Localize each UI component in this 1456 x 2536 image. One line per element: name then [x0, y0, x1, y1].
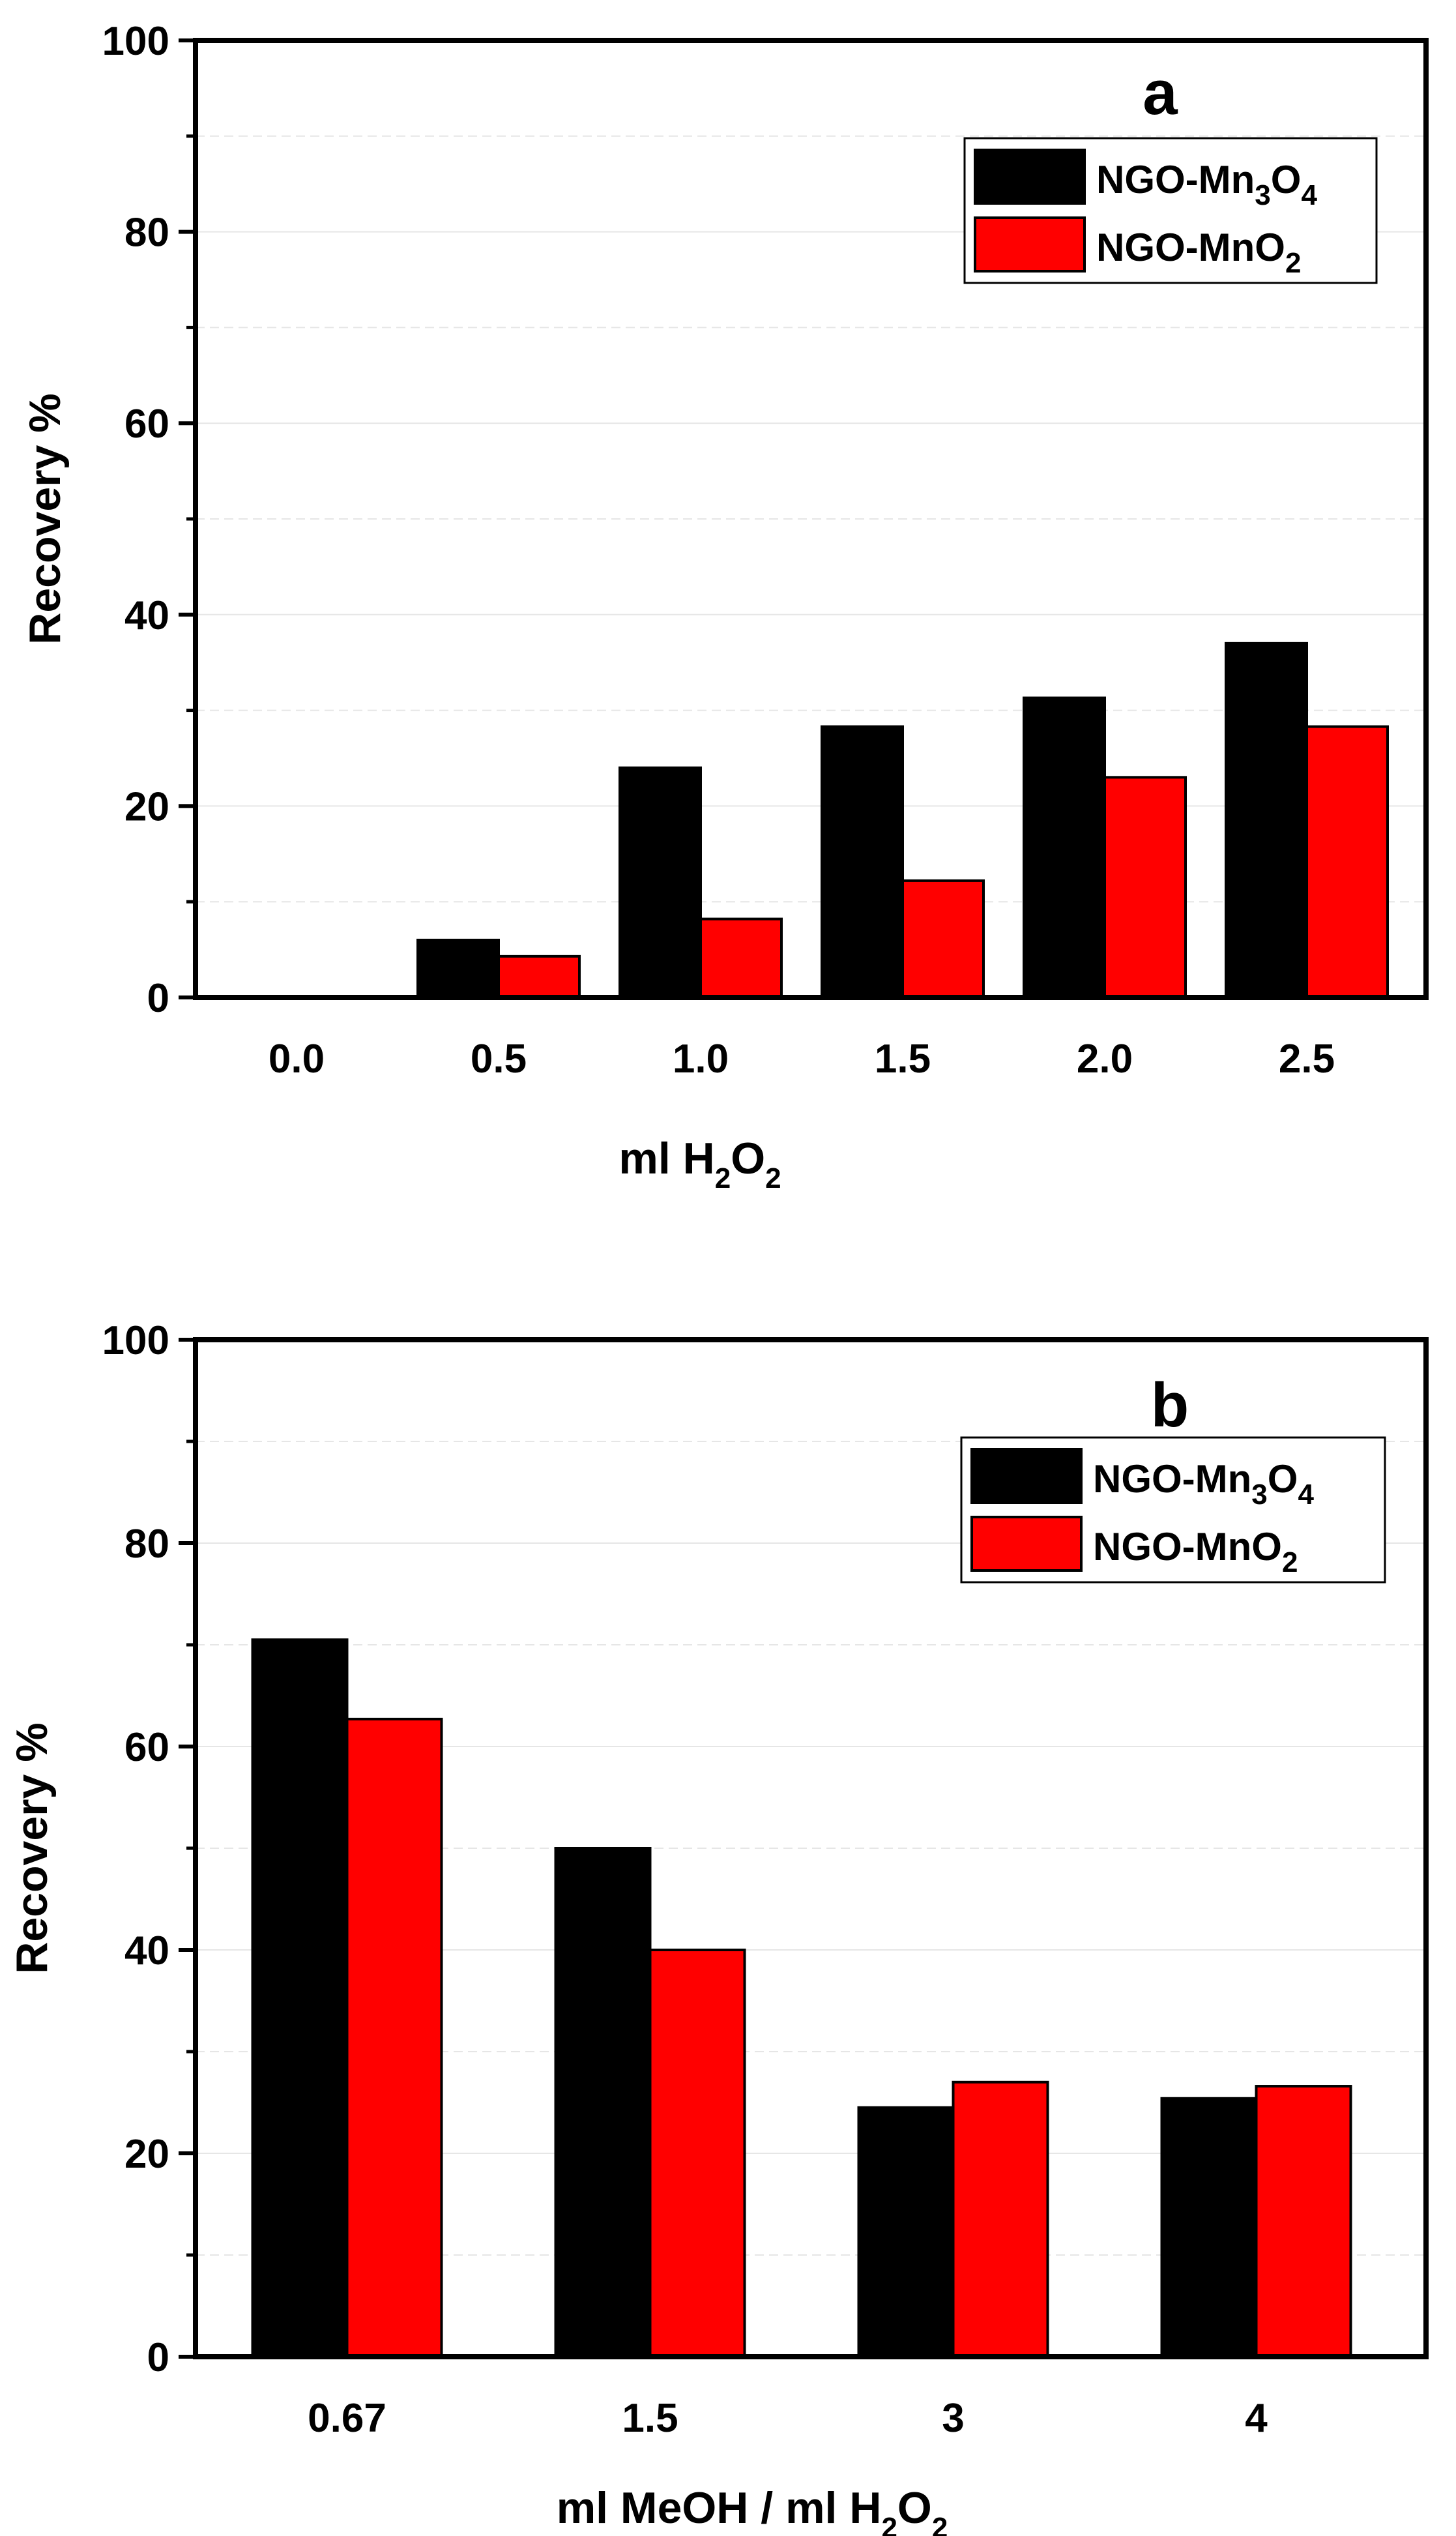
legend: NGO-Mn3O4 NGO-MnO2 — [963, 137, 1378, 284]
y-tick-label: 20 — [124, 2132, 169, 2177]
x-tick-label: 0.5 — [471, 1037, 527, 1082]
legend-label: NGO-MnO2 — [1093, 1525, 1298, 1578]
bar-ngo-mn3o4-4 — [1160, 2097, 1258, 2358]
x-tick-label: 4 — [1245, 2396, 1268, 2441]
legend-swatch — [970, 1516, 1083, 1572]
y-tick-label: 100 — [102, 1318, 169, 1363]
bar-ngo-mno2-2.0 — [1103, 776, 1187, 999]
bar-ngo-mno2-4 — [1255, 2085, 1352, 2359]
x-tick-label: 0.67 — [308, 2396, 386, 2441]
x-tick-label: 1.5 — [622, 2396, 678, 2441]
y-axis-label: Recovery % — [20, 393, 70, 645]
legend-swatch — [974, 216, 1086, 273]
y-axis-label: Recovery % — [7, 1722, 57, 1974]
x-axis-label: ml H2O2 — [619, 1134, 781, 1194]
legend-swatch — [974, 149, 1086, 205]
panel-label: a — [1143, 58, 1178, 128]
legend-label: NGO-Mn3O4 — [1096, 158, 1317, 211]
bar-ngo-mn3o4-1.5 — [554, 1847, 652, 2358]
legend-swatch — [970, 1448, 1083, 1504]
y-tick-label: 80 — [124, 1522, 169, 1567]
bar-ngo-mn3o4-1.0 — [619, 766, 702, 999]
legend-label: NGO-MnO2 — [1096, 226, 1301, 279]
x-tick-label: 3 — [942, 2396, 964, 2441]
y-tick-label: 0 — [147, 2335, 169, 2380]
bar-ngo-mn3o4-1.5 — [821, 725, 904, 999]
y-tick-label: 0 — [147, 976, 169, 1021]
y-tick-label: 40 — [124, 593, 169, 638]
bar-ngo-mn3o4-0.67 — [251, 1638, 349, 2358]
x-tick-label: 2.0 — [1077, 1037, 1133, 1082]
y-tick-label: 100 — [102, 19, 169, 64]
bar-ngo-mn3o4-2.0 — [1023, 696, 1106, 999]
bar-ngo-mn3o4-2.5 — [1225, 641, 1308, 999]
bar-ngo-mno2-3 — [952, 2080, 1049, 2359]
legend: NGO-Mn3O4 NGO-MnO2 — [960, 1436, 1386, 1584]
bar-ngo-mno2-1.0 — [699, 917, 783, 999]
y-tick-label: 60 — [124, 1725, 169, 1770]
y-tick-label: 20 — [124, 784, 169, 829]
bar-ngo-mn3o4-0.5 — [416, 938, 500, 999]
bar-ngo-mno2-2.5 — [1305, 725, 1389, 999]
x-axis-label: ml MeOH / ml H2O2 — [557, 2483, 948, 2536]
panel-label: b — [1151, 1370, 1189, 1440]
x-tick-label: 0.0 — [269, 1037, 325, 1082]
x-tick-label: 1.0 — [673, 1037, 729, 1082]
x-tick-label: 2.5 — [1279, 1037, 1335, 1082]
bar-ngo-mno2-0.67 — [345, 1717, 443, 2358]
bar-ngo-mn3o4-3 — [857, 2106, 955, 2359]
y-tick-label: 60 — [124, 402, 169, 447]
x-tick-label: 1.5 — [875, 1037, 931, 1082]
y-tick-label: 80 — [124, 211, 169, 256]
y-tick-label: 40 — [124, 1928, 169, 1973]
legend-label: NGO-Mn3O4 — [1093, 1457, 1314, 1511]
bar-ngo-mno2-0.5 — [497, 954, 581, 999]
bar-ngo-mno2-1.5 — [648, 1949, 746, 2358]
bar-ngo-mno2-1.5 — [901, 879, 985, 999]
chart-panel-a: 0.0 0.5 1.0 1.5 2.0 2.5 0 20 40 60 80 100 Recovery %… — [20, 19, 1429, 1194]
